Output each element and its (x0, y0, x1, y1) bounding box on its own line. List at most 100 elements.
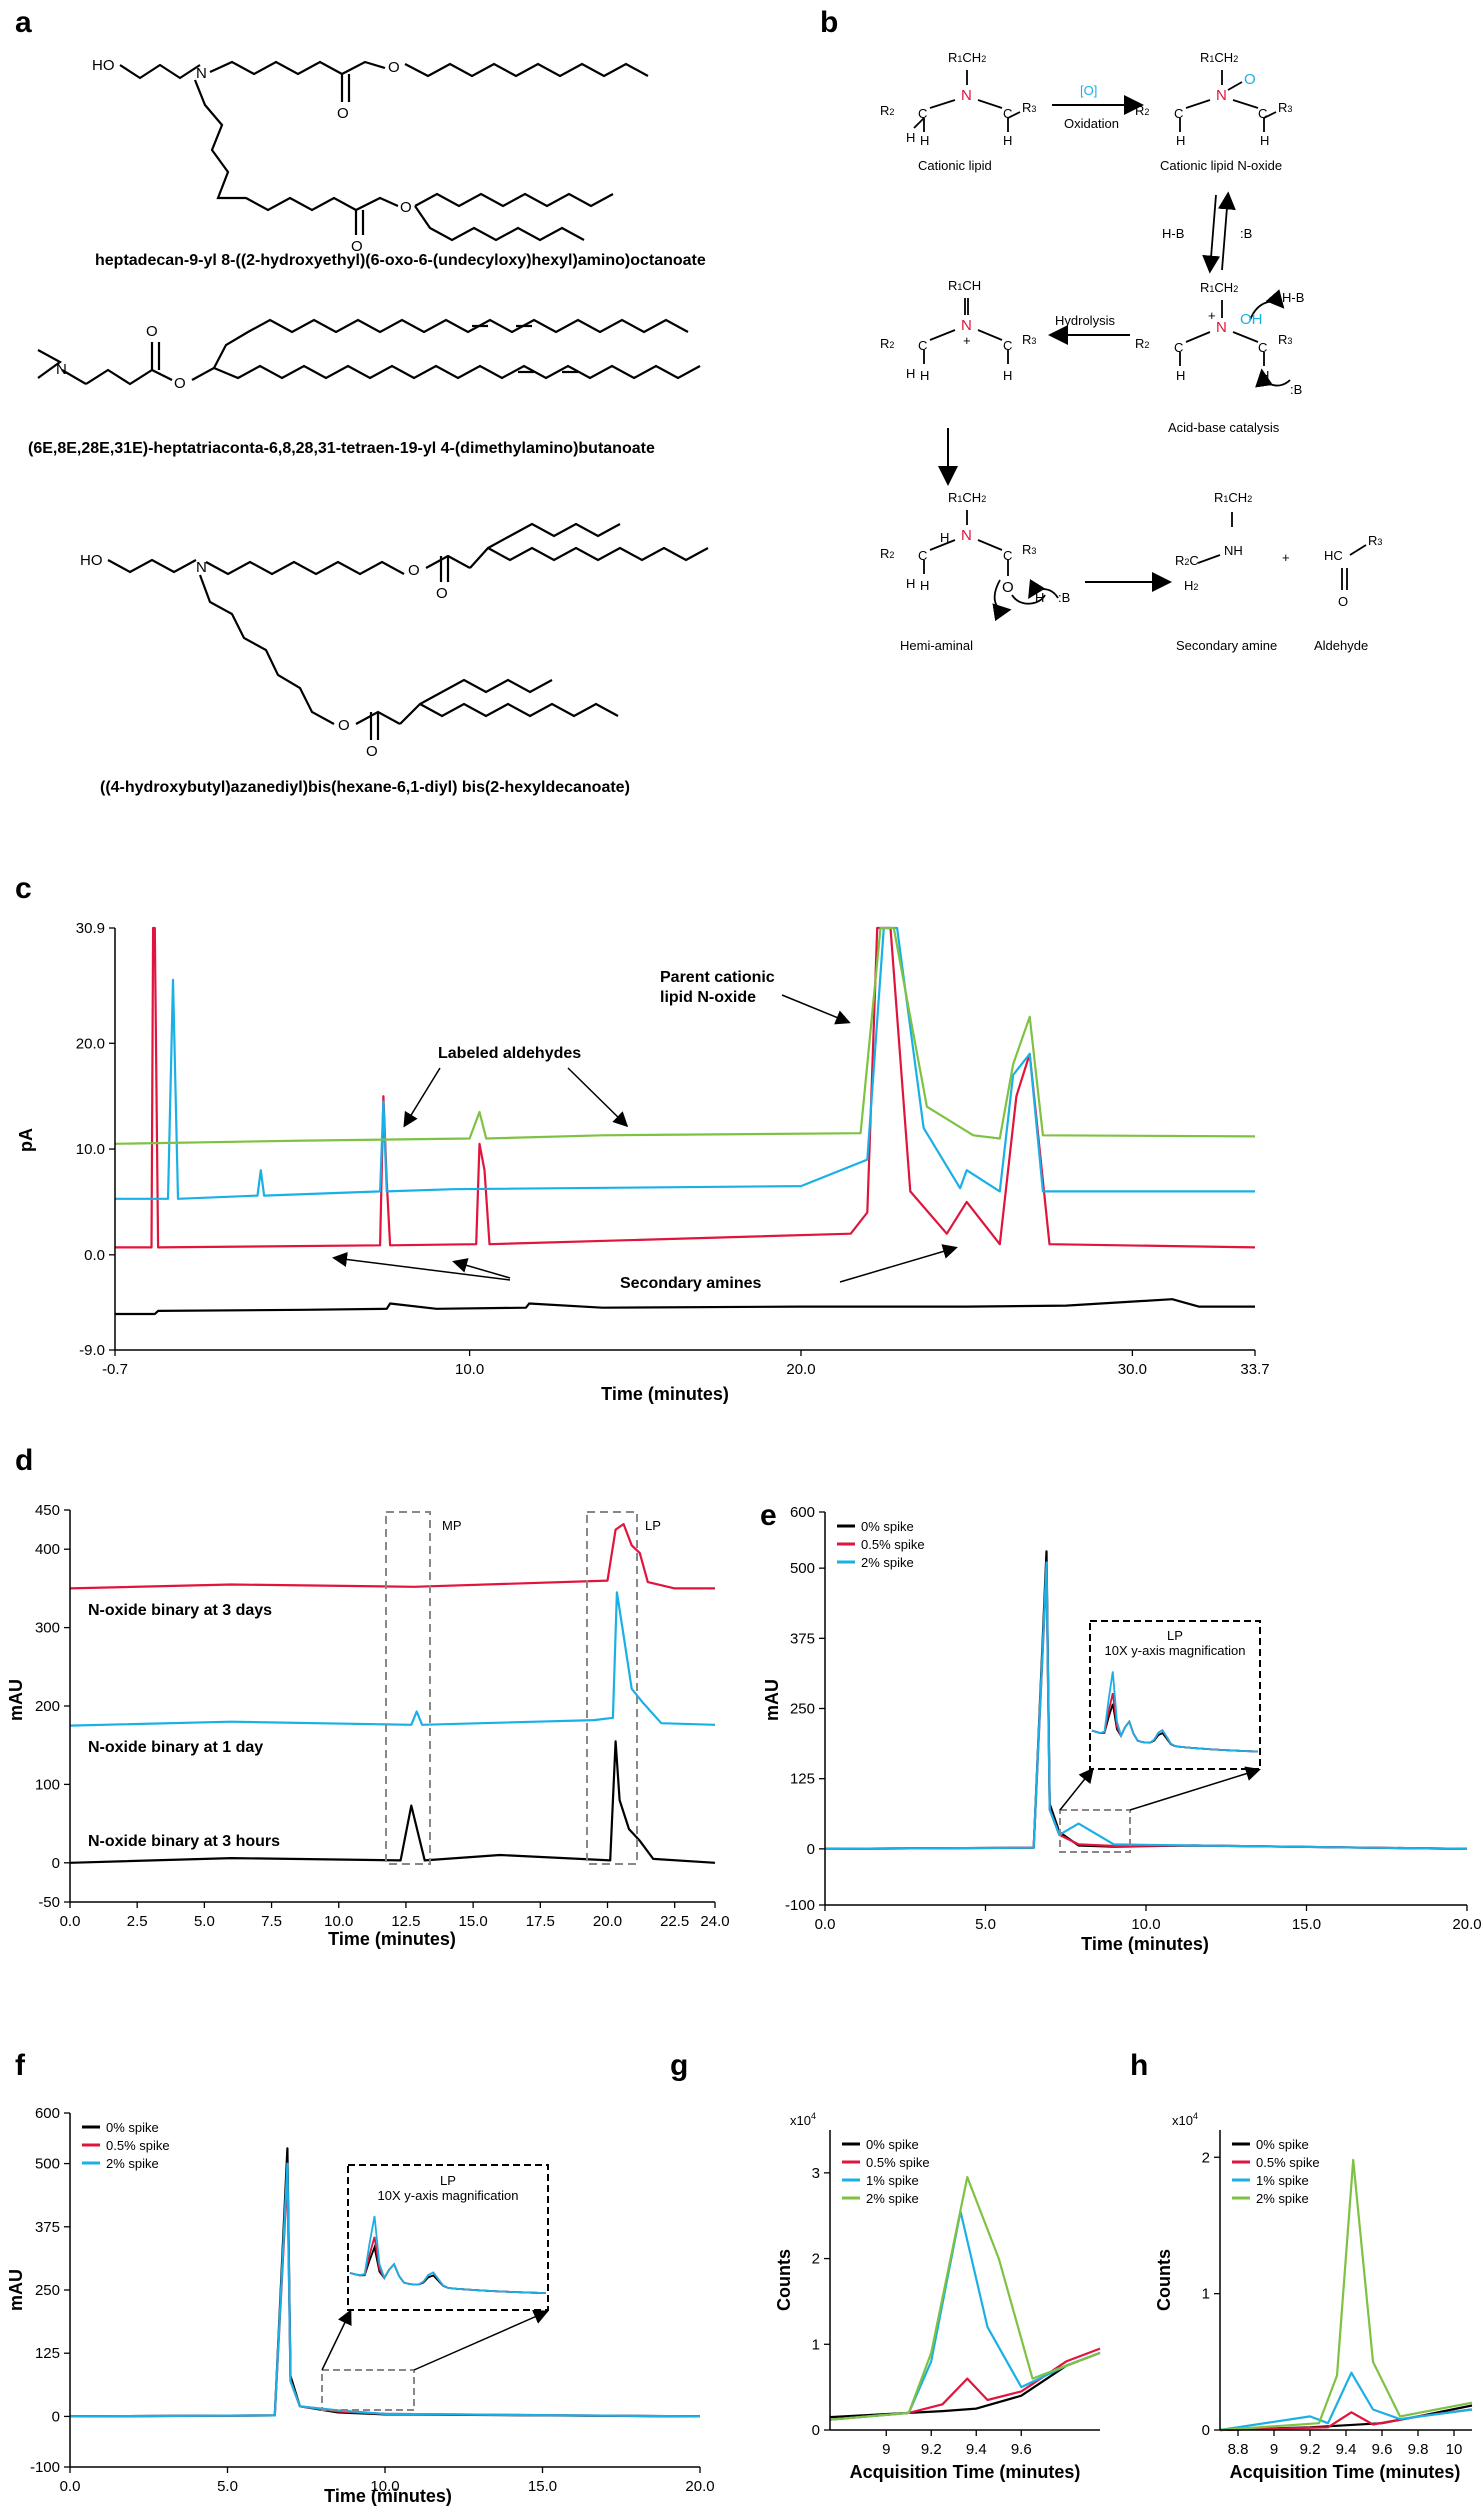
svg-text:H: H (1003, 368, 1012, 383)
svg-text:R2: R2 (880, 336, 894, 351)
svg-text:C: C (1003, 548, 1012, 563)
chart-c: -0.7 10.0 20.0 30.0 33.730.920.010.00.0-9.0 … (16, 920, 1270, 1404)
structure-1 (119, 60, 649, 242)
chart-g-series-3 (829, 2176, 1101, 2421)
svg-text:R1CH2: R1CH2 (1200, 50, 1238, 65)
chart-h-ytick-0: 2 (1202, 2149, 1210, 2166)
chart-f-xtick-4: 20.0 (685, 2478, 714, 2495)
svg-text:H: H (1176, 133, 1185, 148)
chart-e-ytick-4: 125 (790, 1771, 815, 1788)
svg-text:R3: R3 (1278, 332, 1292, 347)
chart-d-label-1day: N-oxide binary at 1 day (88, 1739, 263, 1756)
label-b-3: :B (1058, 590, 1070, 605)
label-aldehyde: Aldehyde (1314, 638, 1368, 653)
chart-g-ytick-3: 0 (812, 2422, 820, 2439)
chart-d-xtick-6: 15.0 (459, 1913, 488, 1930)
chart-h-xtick-2: 9.2 (1300, 2441, 1321, 2458)
chart-f-legend: 0% spike 0.5% spike 2% spike (82, 2120, 170, 2171)
svg-text:R3: R3 (1278, 100, 1292, 115)
panel-label-b: b (820, 6, 838, 39)
atom-ho-1: HO (92, 57, 115, 74)
chart-c-xtick-3: 30.0 (1118, 1361, 1147, 1378)
chart-g-ytick-2: 1 (812, 2336, 820, 2353)
svg-text:H: H (1003, 133, 1012, 148)
svg-text:N: N (961, 317, 972, 334)
svg-text:C: C (1003, 106, 1012, 121)
label-acid-base: Acid-base catalysis (1168, 420, 1280, 435)
compound-name-3: ((4-hydroxybutyl)azanediyl)bis(hexane-6,… (100, 779, 630, 796)
atom-o-1: O (388, 59, 400, 76)
chart-g-ytick-1: 2 (812, 2251, 820, 2268)
label-cationic-lipid: Cationic lipid (918, 158, 992, 173)
svg-text:H: H (1035, 590, 1044, 605)
chart-g-xtick-3: 9.6 (1011, 2441, 1032, 2458)
annotation-labeled-aldehydes: Labeled aldehydes (438, 1045, 581, 1062)
svg-text:N: N (961, 527, 972, 544)
atom-n-3: N (196, 559, 207, 576)
chart-f-inset-subtitle: 10X y-axis magnification (378, 2188, 519, 2203)
chart-d-xtick-9: 22.5 (660, 1913, 689, 1930)
chart-f-inset-title: LP (440, 2173, 456, 2188)
svg-text:N: N (961, 87, 972, 104)
chart-d-xtick-0: 0.0 (60, 1913, 81, 1930)
svg-text:O: O (1244, 71, 1256, 88)
chart-d-xtick-1: 2.5 (127, 1913, 148, 1930)
chart-d-xlabel: Time (minutes) (328, 1929, 456, 1949)
chart-f-ytick-6: -100 (30, 2459, 60, 2476)
chart-d-label-3days: N-oxide binary at 3 days (88, 1602, 272, 1619)
chart-c-ytick-3: 0.0 (84, 1247, 105, 1264)
svg-text:H: H (920, 133, 929, 148)
scheme-mol-products: R1CH2 NH R2C H2 + HC R3 O Secondary amin… (1175, 490, 1382, 653)
atom-o-7: O (408, 562, 420, 579)
chart-d-ytick-1: 400 (35, 1541, 60, 1558)
svg-text:H: H (1176, 368, 1185, 383)
chart-d-box-lp: LP (645, 1518, 661, 1533)
chart-d-xtick-8: 20.0 (593, 1913, 622, 1930)
label-plus: + (1282, 550, 1290, 565)
chart-f-inset-series (349, 2215, 547, 2294)
chart-h-series-3 (1219, 2158, 1473, 2432)
svg-text:OH: OH (1240, 311, 1263, 328)
label-oxidant: [O] (1080, 83, 1097, 98)
chart-d-series-1 (69, 1591, 716, 1727)
chart-h-xtick-0: 8.8 (1228, 2441, 1249, 2458)
svg-text:C: C (1258, 340, 1267, 355)
atom-o-10: O (366, 743, 378, 760)
svg-text:H: H (1260, 368, 1269, 383)
svg-text:R1CH2: R1CH2 (1200, 280, 1238, 295)
panel-label-g: g (670, 2049, 688, 2082)
svg-text:O: O (1002, 579, 1014, 596)
chart-f-xlabel: Time (minutes) (324, 2486, 452, 2506)
svg-text:+: + (963, 333, 971, 348)
chart-e-xtick-4: 20.0 (1452, 1916, 1481, 1933)
chart-h-ylabel: Counts (1154, 2249, 1174, 2311)
chart-g-xtick-2: 9.4 (966, 2441, 987, 2458)
svg-text:R1CH: R1CH (948, 278, 981, 293)
chart-e: 0.0 5.0 10.0 15.0 20.0 600 500 375 250 125 0 -100 0… (762, 1504, 1482, 1954)
chart-c-ytick-4: -9.0 (79, 1342, 105, 1359)
chart-c-ytick-0: 30.9 (76, 920, 105, 937)
svg-text:H: H (940, 530, 949, 545)
svg-text:H: H (906, 576, 915, 591)
label-b-2: :B (1290, 382, 1302, 397)
chart-c-series-1 (115, 926, 1256, 1249)
atom-o-3: O (400, 199, 412, 216)
chart-e-inset-title: LP (1167, 1628, 1183, 1643)
chart-d-series-2 (69, 1740, 716, 1864)
chart-f-ytick-3: 250 (35, 2282, 60, 2299)
chart-d-xtick-5: 12.5 (391, 1913, 420, 1930)
chart-g-legend-item-0: 0% spike (866, 2137, 919, 2152)
chart-d-ytick-6: -50 (38, 1894, 60, 1911)
chart-e-ylabel: mAU (762, 1679, 782, 1721)
chart-h-xlabel: Acquisition Time (minutes) (1230, 2462, 1461, 2482)
chart-c-xtick-4: 33.7 (1240, 1361, 1269, 1378)
scheme-mol-acid-base: R1CH2 N + OH H-B R2 C C R3 H H :B Acid-bas… (1135, 280, 1304, 435)
chart-d-xtick-7: 17.5 (526, 1913, 555, 1930)
chart-h-series-2 (1219, 2371, 1473, 2432)
chart-e-ticks: 0.0 5.0 10.0 15.0 20.0 600 500 375 250 125 0 -100 (785, 1504, 1482, 1933)
atom-o-4: O (351, 238, 363, 255)
atom-o-9: O (338, 717, 350, 734)
label-hydrolysis: Hydrolysis (1055, 313, 1115, 328)
chart-f-ytick-1: 500 (35, 2156, 60, 2173)
